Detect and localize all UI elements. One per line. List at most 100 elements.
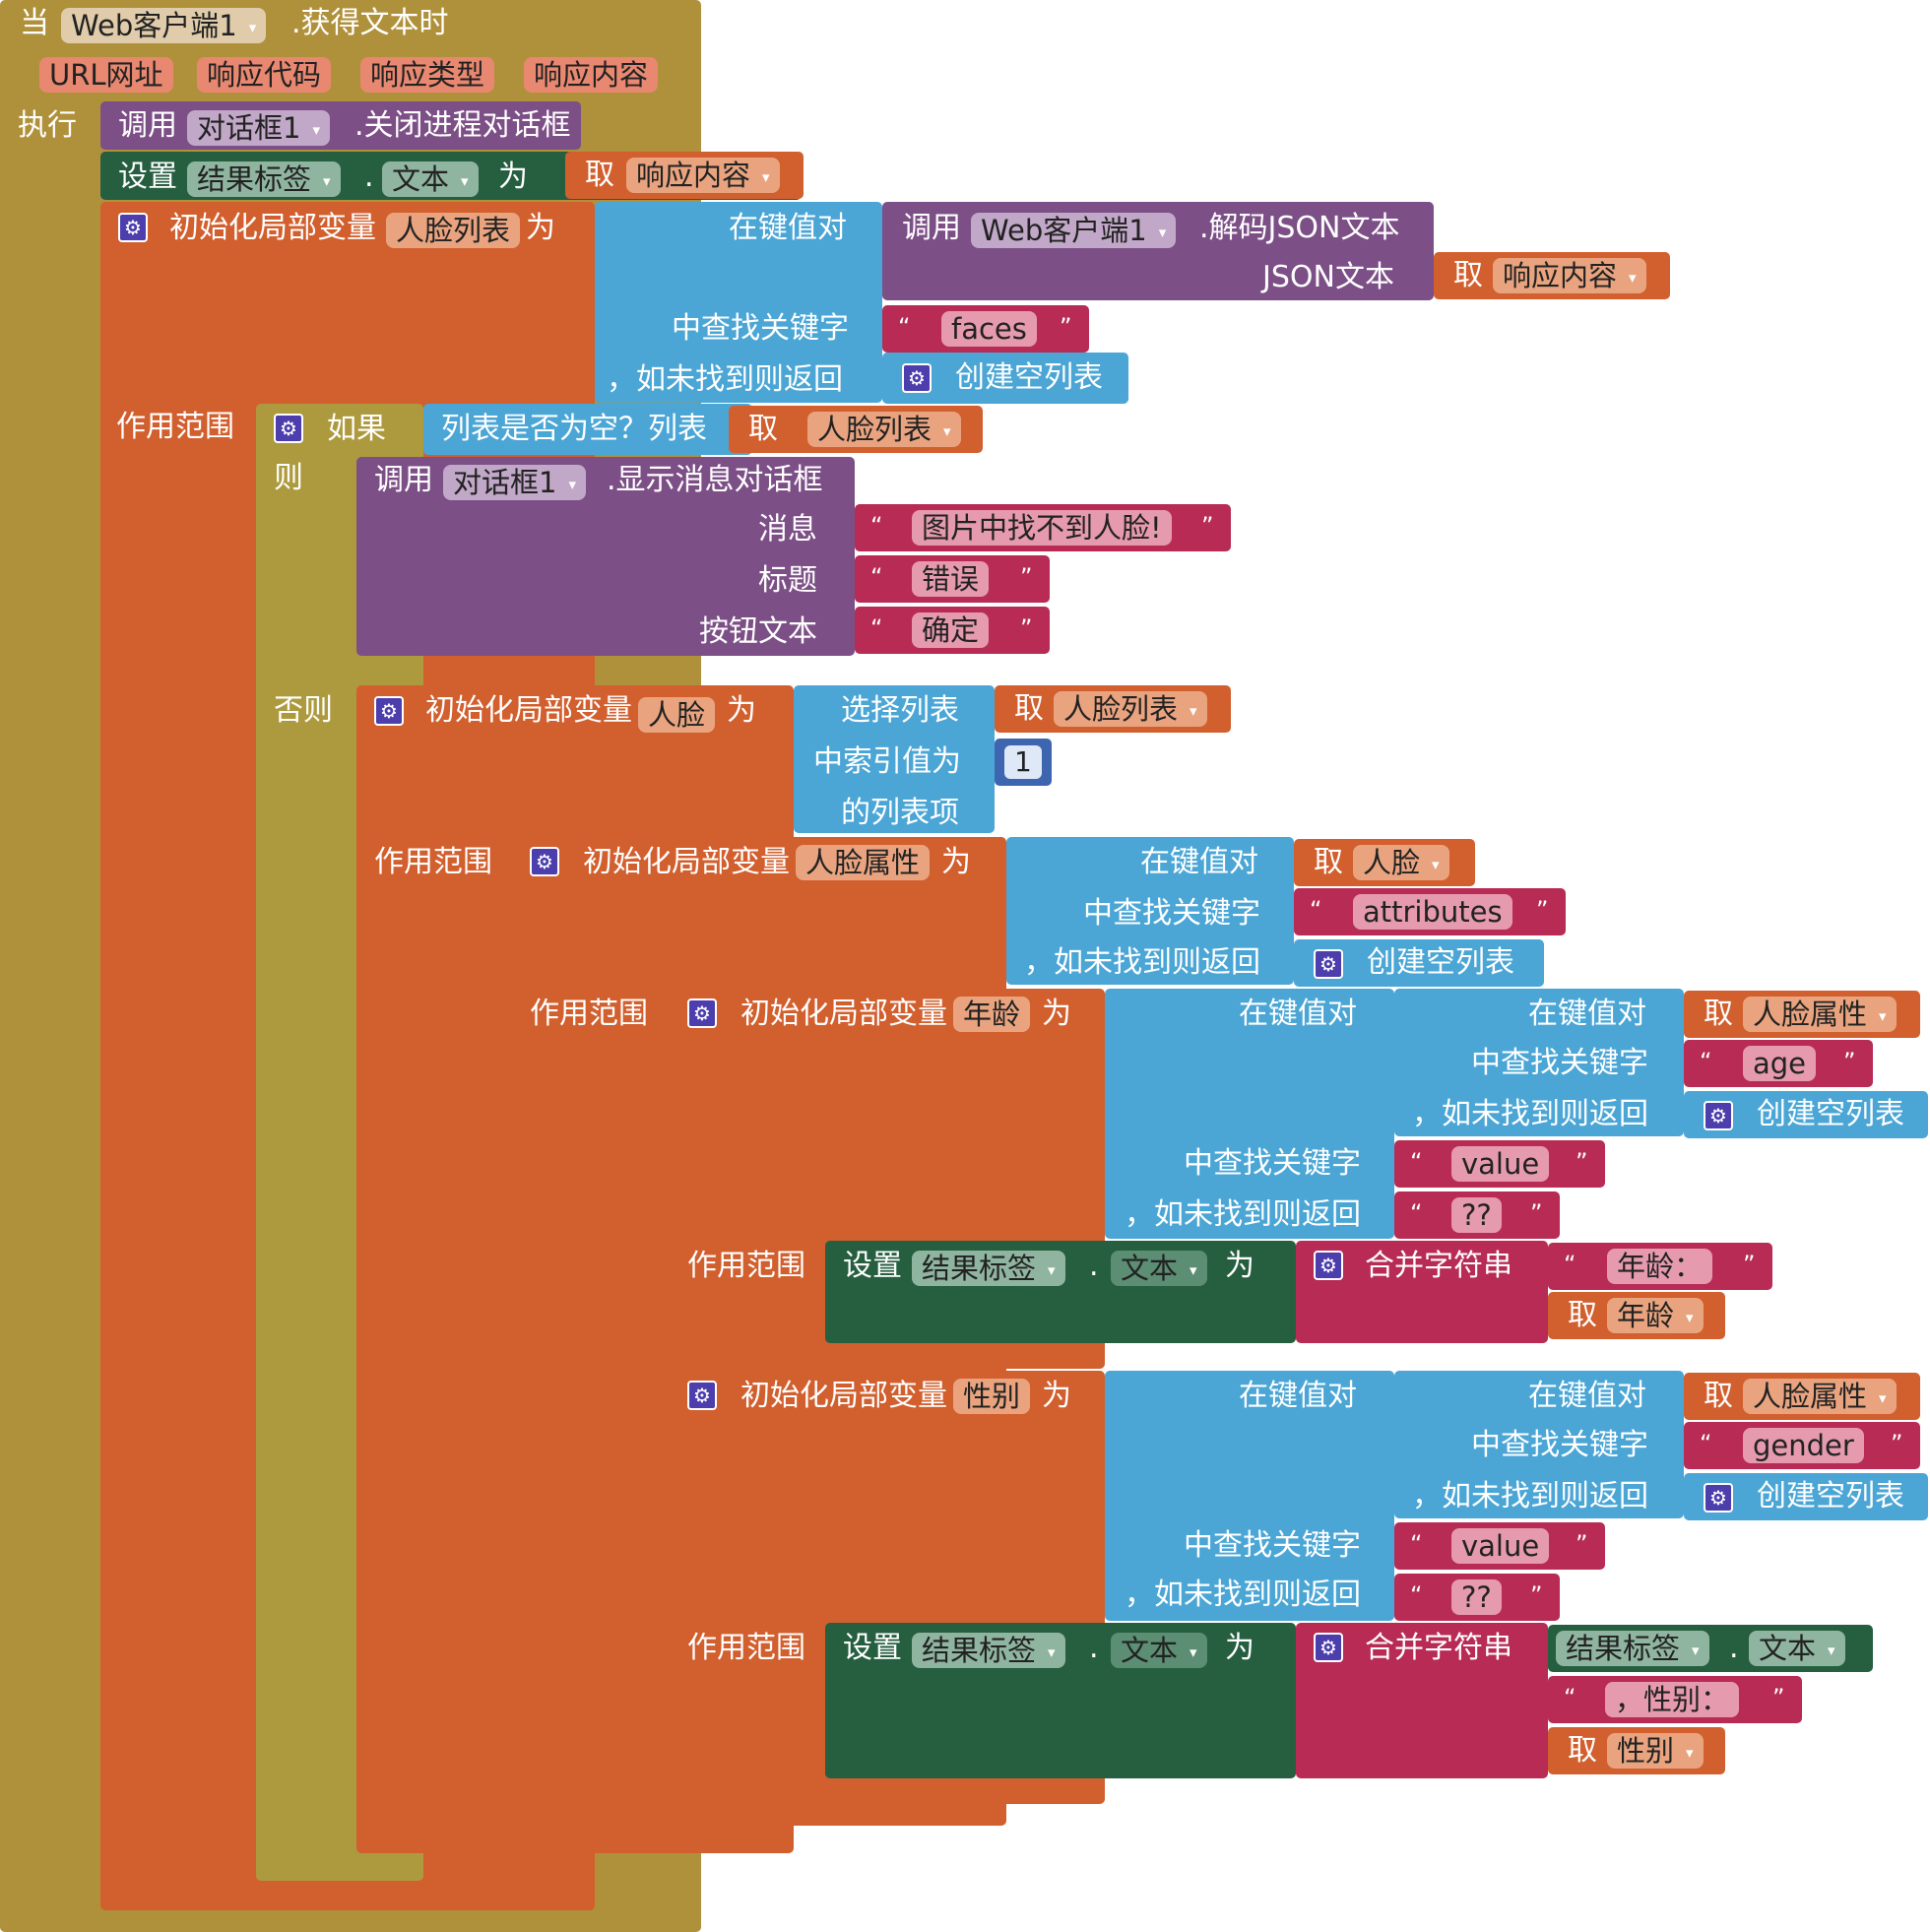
text-attributes[interactable]: attributes xyxy=(1353,894,1512,930)
quote-close-icon: ” xyxy=(1060,313,1072,341)
dropdown-arrow-icon: ▾ xyxy=(1828,1642,1835,1659)
component-dropdown-dialog[interactable]: 对话框1 ▾ xyxy=(443,465,586,500)
is-list-empty-block[interactable] xyxy=(423,404,752,455)
mutator-gear-icon[interactable]: ⚙ xyxy=(1314,949,1343,979)
text-age-prefix[interactable]: 年龄： xyxy=(1607,1249,1713,1284)
dropdown-arrow-icon: ▾ xyxy=(1048,1643,1056,1661)
property-dropdown-text[interactable]: 文本 ▾ xyxy=(1749,1631,1845,1666)
quote-open-icon: “ xyxy=(1564,1684,1576,1711)
var-name-face-attr[interactable]: 人脸属性 xyxy=(796,845,931,880)
set-label: 设置 xyxy=(843,1631,902,1665)
quote-close-icon: ” xyxy=(1891,1430,1903,1457)
quote-close-icon: ” xyxy=(1743,1251,1756,1278)
get-dropdown-age-value: 年龄 xyxy=(1617,1299,1675,1332)
param-content[interactable]: 响应内容 xyxy=(524,57,659,93)
text-value[interactable]: value xyxy=(1451,1528,1550,1564)
dropdown-arrow-icon: ▾ xyxy=(1879,1389,1887,1407)
text-value[interactable]: value xyxy=(1451,1146,1550,1182)
mutator-gear-icon[interactable]: ⚙ xyxy=(1314,1251,1343,1280)
get-dropdown-face-attr[interactable]: 人脸属性 ▾ xyxy=(1743,997,1897,1032)
mutator-gear-icon[interactable]: ⚙ xyxy=(530,847,559,876)
component-dropdown-result[interactable]: 结果标签 ▾ xyxy=(1556,1631,1709,1666)
lookup-pairs-block[interactable] xyxy=(1006,837,1294,985)
mutator-gear-icon[interactable]: ⚙ xyxy=(687,998,717,1028)
call-show-message-block[interactable] xyxy=(356,457,855,656)
get-dropdown-face-list[interactable]: 人脸列表 ▾ xyxy=(807,412,961,447)
dot-label: . xyxy=(1729,1631,1739,1665)
var-name-face-list[interactable]: 人脸列表 xyxy=(386,213,521,248)
number-one[interactable]: 1 xyxy=(1004,745,1042,779)
get-label: 取 xyxy=(748,412,778,446)
get-dropdown-face-attr[interactable]: 人脸属性 ▾ xyxy=(1743,1379,1897,1414)
text-age[interactable]: age xyxy=(1743,1046,1817,1081)
mutator-gear-icon[interactable]: ⚙ xyxy=(1704,1483,1733,1513)
var-name-face[interactable]: 人脸 xyxy=(638,697,716,733)
text-gender[interactable]: gender xyxy=(1743,1428,1864,1463)
component-dropdown-dialog[interactable]: 对话框1 ▾ xyxy=(187,110,330,146)
dot-label: . xyxy=(1089,1631,1099,1665)
text-no-face[interactable]: 图片中找不到人脸! xyxy=(912,510,1172,546)
param-type[interactable]: 响应类型 xyxy=(360,57,495,93)
text-error[interactable]: 错误 xyxy=(912,561,990,597)
get-dropdown-age[interactable]: 年龄 ▾ xyxy=(1607,1298,1704,1333)
get-dropdown-face[interactable]: 人脸 ▾ xyxy=(1353,845,1449,880)
component-dropdown-result[interactable]: 结果标签 ▾ xyxy=(912,1633,1065,1668)
lookup-pairs-block[interactable] xyxy=(595,202,882,403)
text-gender-prefix-value: ，性别： xyxy=(1615,1683,1730,1716)
component-dropdown-web-value: Web客户端1 xyxy=(981,214,1147,247)
component-dropdown-result[interactable]: 结果标签 ▾ xyxy=(187,161,341,197)
component-dropdown-web[interactable]: Web客户端1 ▾ xyxy=(61,8,267,43)
mutator-gear-icon[interactable]: ⚙ xyxy=(687,1381,717,1410)
mutator-gear-icon[interactable]: ⚙ xyxy=(274,414,303,443)
get-dropdown-face-list[interactable]: 人脸列表 ▾ xyxy=(1054,691,1207,727)
lookup-pairs-label: 在键值对 xyxy=(729,211,847,245)
lookup-pairs-inner-block[interactable] xyxy=(1394,1371,1684,1518)
var-name-gender[interactable]: 性别 xyxy=(953,1379,1031,1414)
lookup-pairs-label: 在键值对 xyxy=(1140,845,1258,879)
text-unknown[interactable]: ?? xyxy=(1451,1579,1502,1615)
property-dropdown-text[interactable]: 文本 ▾ xyxy=(1111,1633,1207,1668)
create-empty-list-label: 创建空列表 xyxy=(1367,945,1514,980)
component-dropdown-web[interactable]: Web客户端1 ▾ xyxy=(971,213,1177,248)
var-name-age[interactable]: 年龄 xyxy=(953,997,1031,1032)
get-dropdown-content[interactable]: 响应内容 ▾ xyxy=(626,158,780,193)
mutator-gear-icon[interactable]: ⚙ xyxy=(1314,1633,1343,1662)
if-not-found-label: ，如未找到则返回 xyxy=(1125,1578,1361,1612)
text-faces[interactable]: faces xyxy=(941,311,1037,347)
lookup-pairs-inner-block[interactable] xyxy=(1394,989,1684,1136)
mutator-gear-icon[interactable]: ⚙ xyxy=(902,363,932,393)
mutator-gear-icon[interactable]: ⚙ xyxy=(118,213,148,242)
call-dismiss-progress-block[interactable] xyxy=(100,101,581,150)
dropdown-arrow-icon: ▾ xyxy=(943,422,951,440)
dropdown-arrow-icon: ▾ xyxy=(323,172,331,190)
lookup-pairs-outer-block[interactable] xyxy=(1105,1371,1394,1621)
get-label: 取 xyxy=(1568,1298,1597,1332)
dropdown-arrow-icon: ▾ xyxy=(1190,702,1197,720)
property-dropdown-text[interactable]: 文本 ▾ xyxy=(1111,1251,1207,1286)
quote-open-icon: “ xyxy=(1410,1199,1423,1227)
text-gender-prefix[interactable]: ，性别： xyxy=(1605,1682,1740,1717)
component-dropdown-result[interactable]: 结果标签 ▾ xyxy=(912,1251,1065,1286)
select-list-item-block[interactable] xyxy=(794,685,995,833)
param-content-value: 响应内容 xyxy=(534,58,649,92)
mutator-gear-icon[interactable]: ⚙ xyxy=(1704,1101,1733,1130)
param-url[interactable]: URL网址 xyxy=(39,57,173,93)
lookup-pairs-outer-block[interactable] xyxy=(1105,989,1394,1239)
text-age-prefix-value: 年龄： xyxy=(1617,1250,1704,1283)
mutator-gear-icon[interactable]: ⚙ xyxy=(374,696,404,726)
get-dropdown-content[interactable]: 响应内容 ▾ xyxy=(1493,258,1646,293)
property-dropdown-text[interactable]: 文本 ▾ xyxy=(382,161,479,197)
dropdown-arrow-icon: ▾ xyxy=(1686,1309,1694,1326)
to-label: 为 xyxy=(1042,997,1071,1031)
get-dropdown-gender[interactable]: 性别 ▾ xyxy=(1607,1733,1704,1769)
init-local-label: 初始化局部变量 xyxy=(425,693,632,728)
text-ok[interactable]: 确定 xyxy=(912,612,990,648)
param-code[interactable]: 响应代码 xyxy=(197,57,332,93)
lookup-pairs-label: 在键值对 xyxy=(1239,1379,1357,1413)
quote-open-icon: “ xyxy=(870,512,883,540)
get-dropdown-content-value: 响应内容 xyxy=(636,159,751,192)
text-unknown[interactable]: ?? xyxy=(1451,1197,1502,1233)
lookup-pairs-label: 在键值对 xyxy=(1528,1379,1646,1413)
find-key-label: 中查找关键字 xyxy=(1184,1146,1361,1181)
